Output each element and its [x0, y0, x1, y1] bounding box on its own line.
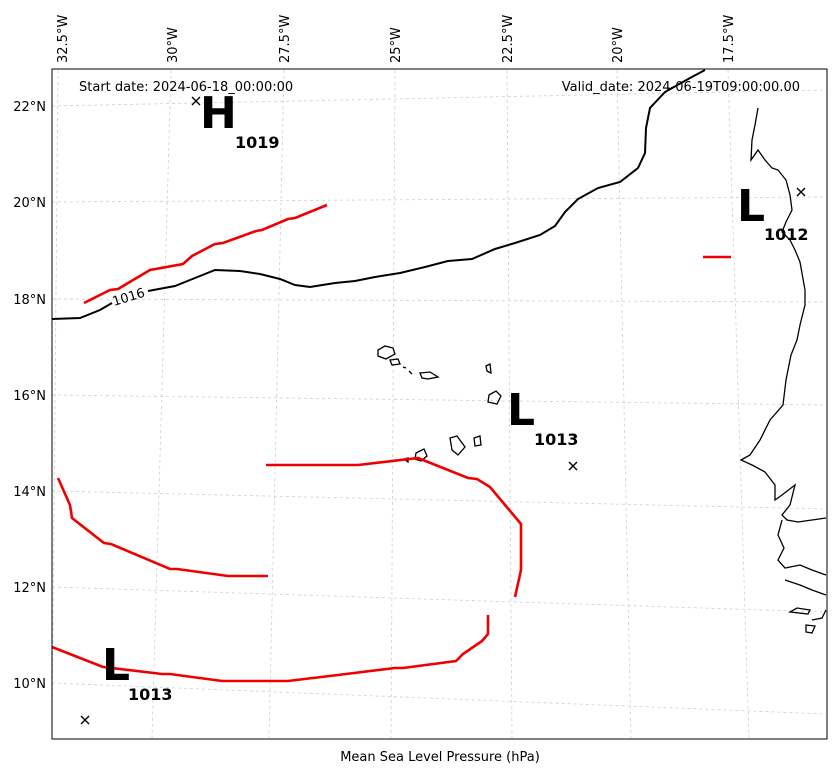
red-line-north [83, 203, 328, 305]
isobar-1016 [51, 69, 706, 320]
lon-label: 30°W [166, 27, 181, 63]
low-symbol-central: L [507, 385, 535, 436]
red-line-west [56, 477, 268, 578]
lon-label: 22.5°W [501, 15, 516, 63]
lon-label: 25°W [389, 27, 404, 63]
low-value-east: 1012 [764, 225, 809, 244]
low-symbol-south: L [102, 640, 130, 691]
cape-verde-island-5 [485, 363, 492, 375]
cape-verde-island-7 [449, 435, 466, 456]
x-marker-low-central [568, 461, 578, 471]
cape-verde-island-3 [402, 366, 413, 375]
high-symbol: H [200, 88, 237, 139]
red-line-south [51, 615, 490, 683]
valid-date: Valid_date: 2024-06-19T09:00:00.00 [562, 80, 800, 95]
cape-verde-island-1 [377, 345, 396, 360]
high-value: 1019 [235, 133, 280, 152]
lat-label: 20°N [13, 196, 46, 211]
lat-label: 14°N [13, 485, 46, 500]
graticule [51, 69, 827, 739]
cape-verde-island-6 [487, 390, 502, 405]
low-symbol-east: L [737, 181, 765, 232]
cape-verde-island-4 [419, 371, 440, 380]
red-line-central [266, 456, 523, 598]
low-value-south: 1013 [128, 685, 173, 704]
lon-label: 17.5°W [722, 15, 737, 63]
cape-verde-island-8 [473, 435, 482, 447]
center-markers [80, 96, 806, 725]
lat-label: 12°N [13, 581, 46, 596]
x-marker-high [191, 96, 201, 106]
map-frame [51, 68, 828, 740]
lat-label: 10°N [13, 677, 46, 692]
lon-label: 20°W [611, 27, 626, 63]
lat-label: 18°N [13, 293, 46, 308]
start-date: Start date: 2024-06-18_00:00:00 [79, 80, 293, 95]
lon-label: 27.5°W [278, 15, 293, 63]
low-value-central: 1013 [534, 430, 579, 449]
x-marker-low-east [796, 187, 806, 197]
africa-coast [739, 107, 827, 523]
x-marker-low-south [80, 715, 90, 725]
cape-verde-island-2 [389, 358, 401, 366]
lat-label: 16°N [13, 389, 46, 404]
lat-label: 22°N [13, 100, 46, 115]
africa-coast-south [777, 519, 827, 634]
x-axis-label: Mean Sea Level Pressure (hPa) [340, 750, 540, 765]
red-lines [51, 203, 731, 683]
lon-label: 32.5°W [56, 15, 71, 63]
